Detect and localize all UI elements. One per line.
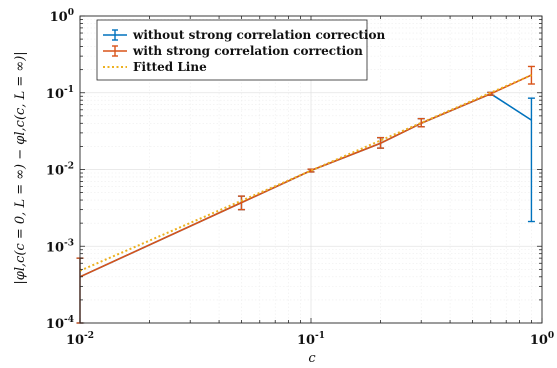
- error-bar: [237, 195, 245, 211]
- tick-exponent: -3: [64, 238, 74, 248]
- y-tick-label: 10-2: [46, 162, 74, 179]
- axes: [79, 15, 543, 324]
- y-axis-label: |φl,c(c = 0, L = ∞) − φl,c(c, L = ∞)|: [13, 51, 28, 284]
- error-bar: [527, 97, 535, 223]
- tick-base: 10: [297, 333, 315, 348]
- x-tick-label: 10-1: [297, 331, 325, 348]
- tick-base: 10: [46, 87, 64, 102]
- tick-base: 10: [66, 333, 84, 348]
- legend-label: without strong correlation correction: [132, 28, 385, 42]
- legend-item: Fitted Line: [103, 60, 207, 74]
- tick-exponent: -1: [315, 331, 325, 341]
- tick-base: 10: [46, 164, 64, 179]
- series-2: [79, 74, 532, 272]
- y-tick-label: 10-1: [46, 85, 74, 102]
- tick-exponent: 0: [68, 8, 74, 18]
- error-bar: [377, 136, 385, 149]
- legend-label: with strong correlation correction: [132, 44, 363, 58]
- tick-exponent: 0: [548, 331, 554, 341]
- y-tick-label: 100: [50, 8, 74, 25]
- legend-label: Fitted Line: [133, 60, 207, 74]
- tick-exponent: -1: [64, 85, 74, 95]
- y-tick-label: 10-3: [46, 238, 74, 255]
- legend: without strong correlation correction wit…: [96, 19, 385, 81]
- x-tick-label: 100: [530, 331, 554, 348]
- tick-base: 10: [46, 317, 64, 332]
- x-axis-label: c: [308, 351, 316, 366]
- tick-base: 10: [50, 10, 68, 25]
- tick-exponent: -2: [84, 331, 94, 341]
- error-bar: [487, 91, 495, 96]
- tick-base: 10: [530, 333, 548, 348]
- tick-exponent: -2: [64, 162, 74, 172]
- error-bar: [417, 117, 425, 128]
- x-tick-label: 10-2: [66, 331, 94, 348]
- legend-box: [96, 19, 368, 81]
- series-line: [79, 74, 532, 272]
- legend-item: without strong correlation correction: [103, 28, 385, 42]
- tick-exponent: -4: [64, 315, 74, 325]
- legend-item: with strong correlation correction: [103, 44, 363, 58]
- tick-base: 10: [46, 240, 64, 255]
- y-tick-label: 10-4: [46, 315, 74, 332]
